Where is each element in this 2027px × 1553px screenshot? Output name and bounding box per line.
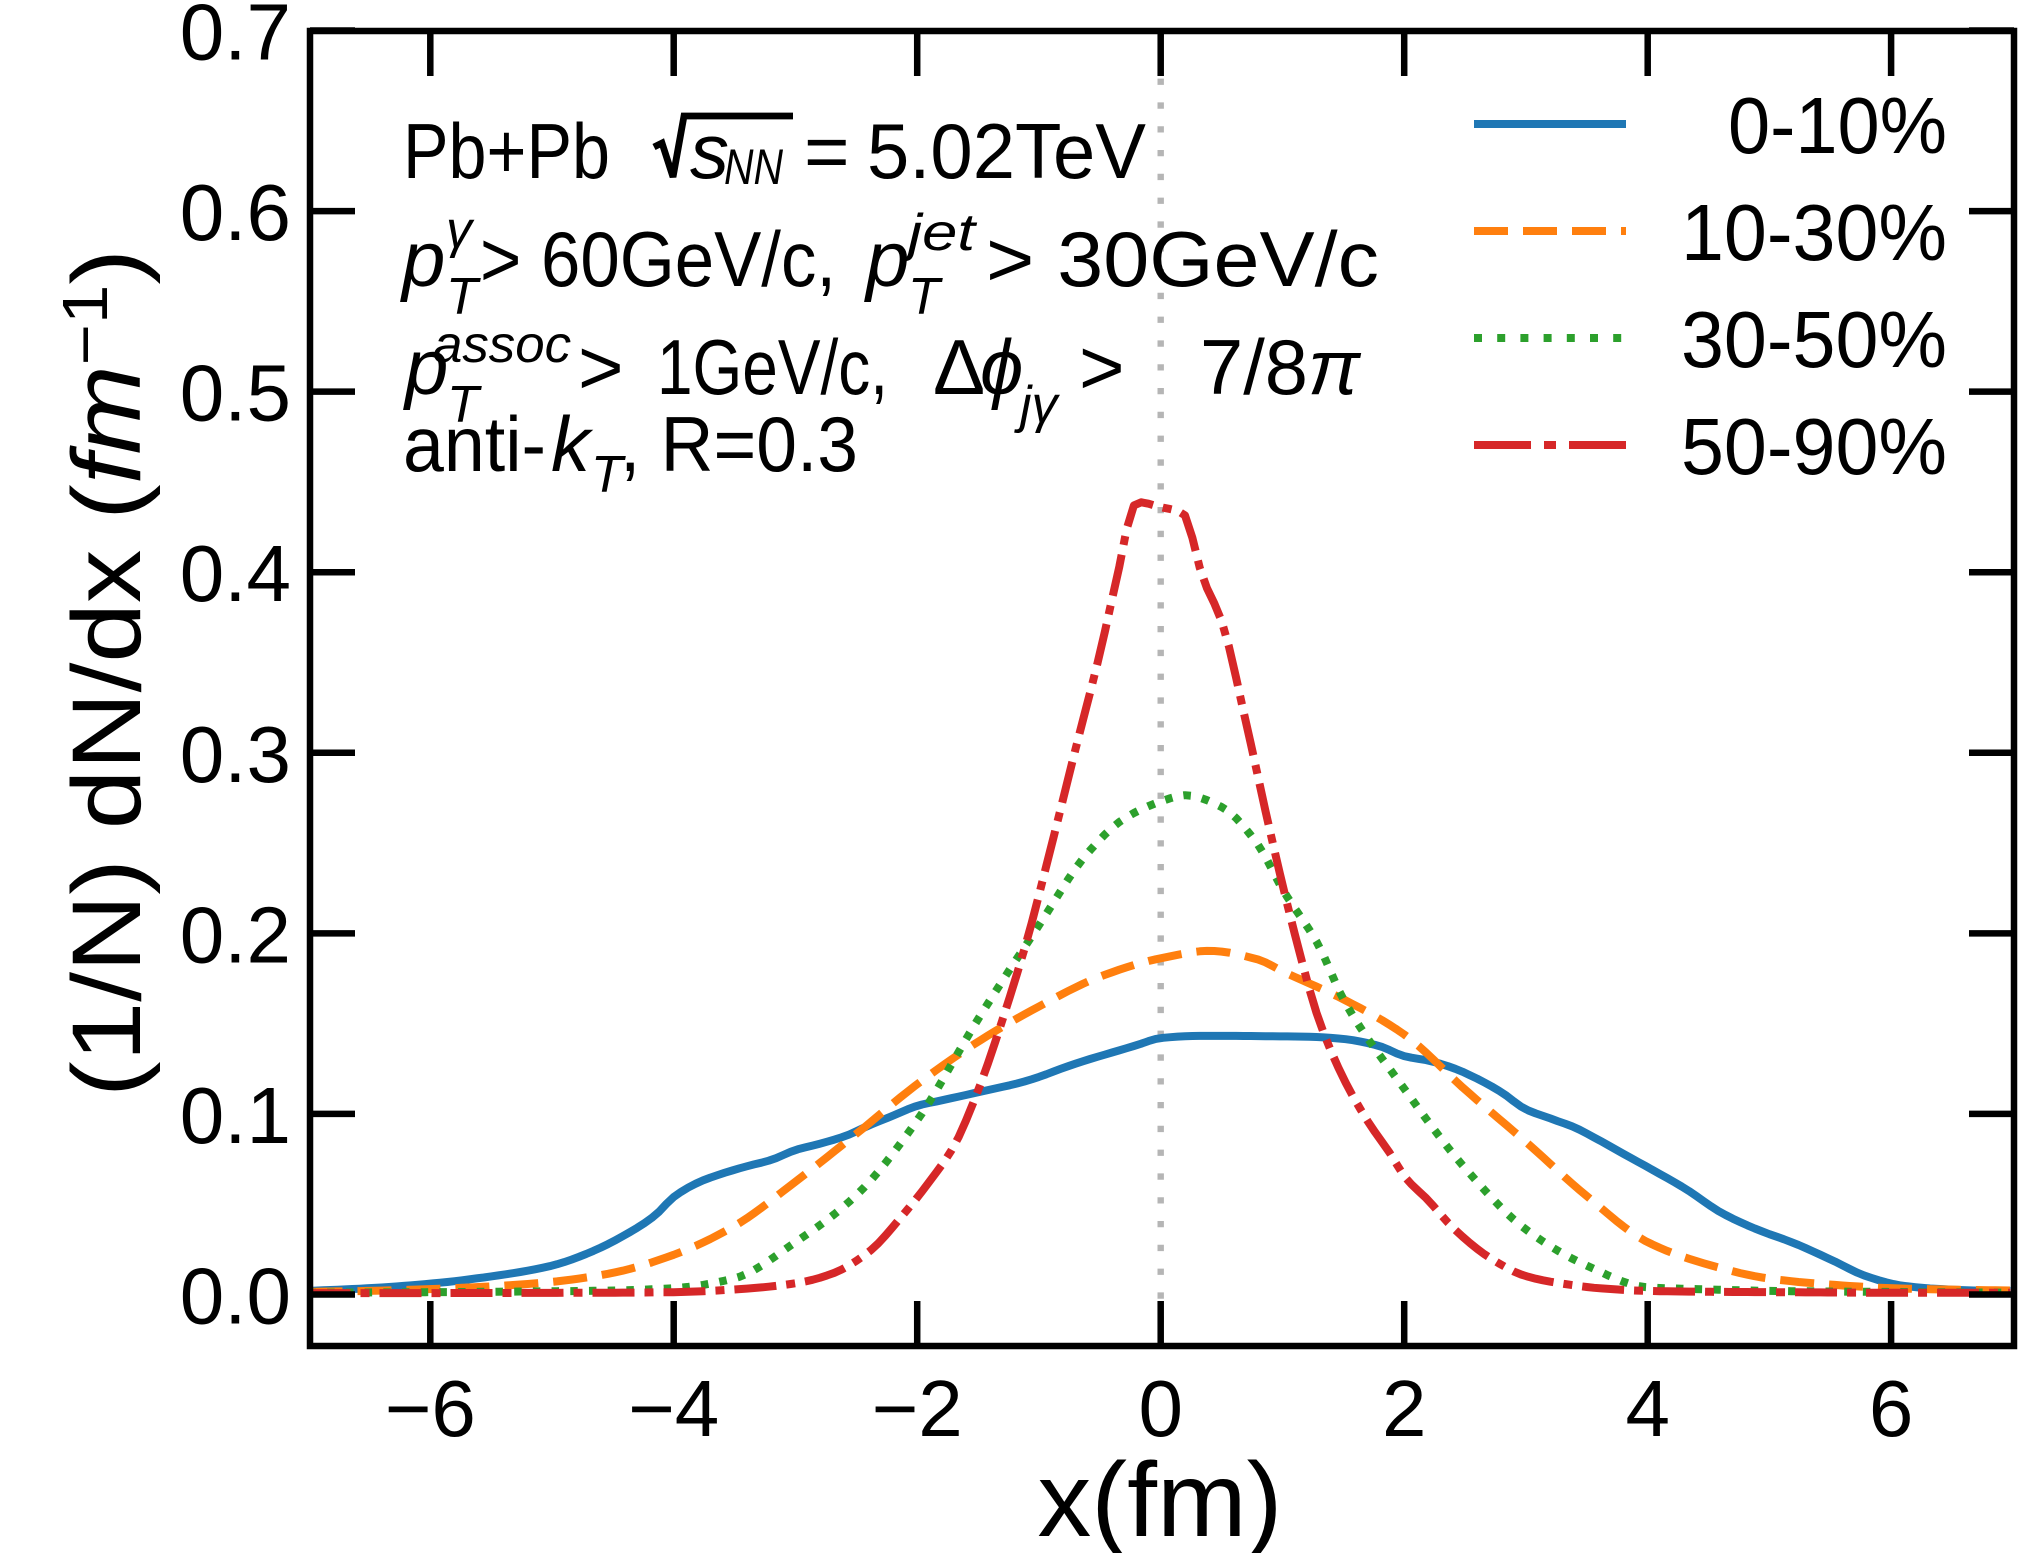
svg-text:>: >	[1079, 323, 1125, 411]
svg-text:s: s	[690, 107, 729, 195]
svg-text:p: p	[400, 215, 445, 303]
svg-text:30-50%: 30-50%	[1681, 295, 1947, 384]
svg-text:p: p	[864, 215, 909, 303]
svg-text:(1/N) dN/dx (fm−1): (1/N) dN/dx (fm−1)	[49, 249, 161, 1097]
svg-text:0.2: 0.2	[180, 890, 291, 979]
svg-text:> 30GeV/c: > 30GeV/c	[986, 215, 1379, 303]
svg-text:1GeV/c,: 1GeV/c,	[657, 323, 888, 411]
svg-text:10-30%: 10-30%	[1681, 188, 1947, 277]
svg-text:T: T	[908, 268, 943, 326]
svg-text:−2: −2	[872, 1364, 963, 1453]
svg-text:> 60GeV/c,: > 60GeV/c,	[480, 215, 836, 303]
svg-text:6: 6	[1869, 1364, 1914, 1453]
svg-text:5.02TeV: 5.02TeV	[867, 107, 1146, 195]
svg-text:−4: −4	[628, 1364, 719, 1453]
svg-text:0.0: 0.0	[180, 1252, 291, 1341]
svg-text:k: k	[551, 400, 594, 488]
svg-text:=: =	[804, 107, 850, 195]
svg-text:T: T	[446, 268, 481, 326]
svg-text:γ: γ	[446, 201, 475, 259]
svg-text:T: T	[591, 446, 626, 504]
svg-text:Δ: Δ	[933, 323, 985, 411]
svg-text:0-10%: 0-10%	[1728, 81, 1947, 170]
svg-text:50-90%: 50-90%	[1681, 402, 1947, 491]
svg-text:0.4: 0.4	[180, 529, 291, 618]
svg-text:jet: jet	[901, 204, 978, 262]
svg-text:0.6: 0.6	[180, 168, 291, 257]
svg-text:NN: NN	[724, 139, 784, 195]
svg-text:0: 0	[1138, 1364, 1183, 1453]
svg-text:−6: −6	[385, 1364, 476, 1453]
svg-text:, R=0.3: , R=0.3	[620, 400, 858, 488]
svg-text:2: 2	[1382, 1364, 1427, 1453]
svg-text:0.7: 0.7	[180, 0, 291, 77]
svg-text:7/8π: 7/8π	[1200, 323, 1362, 411]
svg-text:anti-: anti-	[403, 400, 546, 488]
svg-text:>: >	[578, 323, 624, 411]
svg-text:0.1: 0.1	[180, 1071, 291, 1160]
svg-text:ϕ: ϕ	[980, 323, 1023, 411]
svg-text:x(fm): x(fm)	[1038, 1441, 1283, 1553]
svg-text:0.3: 0.3	[180, 710, 291, 799]
svg-text:assoc: assoc	[433, 316, 571, 374]
svg-text:4: 4	[1625, 1364, 1670, 1453]
svg-text:jγ: jγ	[1014, 376, 1061, 434]
svg-text:T: T	[447, 376, 482, 434]
svg-text:p: p	[403, 323, 448, 411]
svg-text:Pb+Pb: Pb+Pb	[403, 107, 610, 195]
svg-text:0.5: 0.5	[180, 349, 291, 438]
